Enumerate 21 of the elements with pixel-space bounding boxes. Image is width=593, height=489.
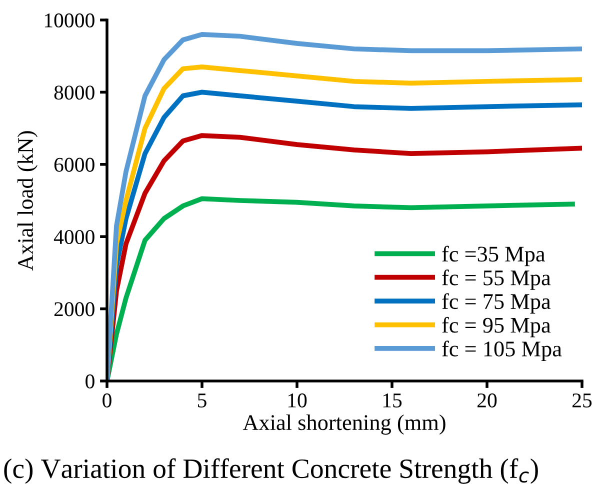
legend-label: fc = 95 Mpa bbox=[442, 316, 551, 338]
y-tick-label: 6000 bbox=[54, 158, 94, 172]
y-axis-title: Axial load (kN) bbox=[17, 131, 38, 271]
y-tick-label: 0 bbox=[86, 374, 94, 388]
x-tick-label: 0 bbox=[102, 393, 112, 408]
legend-label: fc = 55 Mpa bbox=[442, 269, 551, 290]
x-tick-label: 20 bbox=[478, 393, 497, 408]
x-tick-label: 25 bbox=[572, 393, 592, 408]
legend-label: fc =35 Mpa bbox=[442, 246, 546, 266]
legend-label: fc = 105 Mpa bbox=[442, 340, 562, 361]
y-tick-label: 8000 bbox=[54, 86, 94, 100]
text: (c) Variation of Different Concrete Strength (f$_{c}$) bbox=[4, 458, 538, 484]
y-tick-label: 10000 bbox=[44, 13, 94, 28]
legend-label: fc = 75 Mpa bbox=[442, 293, 551, 314]
x-tick-label: 15 bbox=[383, 394, 402, 408]
y-tick-label: 4000 bbox=[54, 230, 94, 244]
y-tick-label: 2000 bbox=[54, 302, 94, 316]
line-series bbox=[107, 196, 575, 381]
x-axis-title: Axial shortening (mm) bbox=[242, 414, 446, 435]
x-tick-label: 5 bbox=[198, 394, 206, 408]
x-tick-label: 10 bbox=[288, 393, 307, 408]
